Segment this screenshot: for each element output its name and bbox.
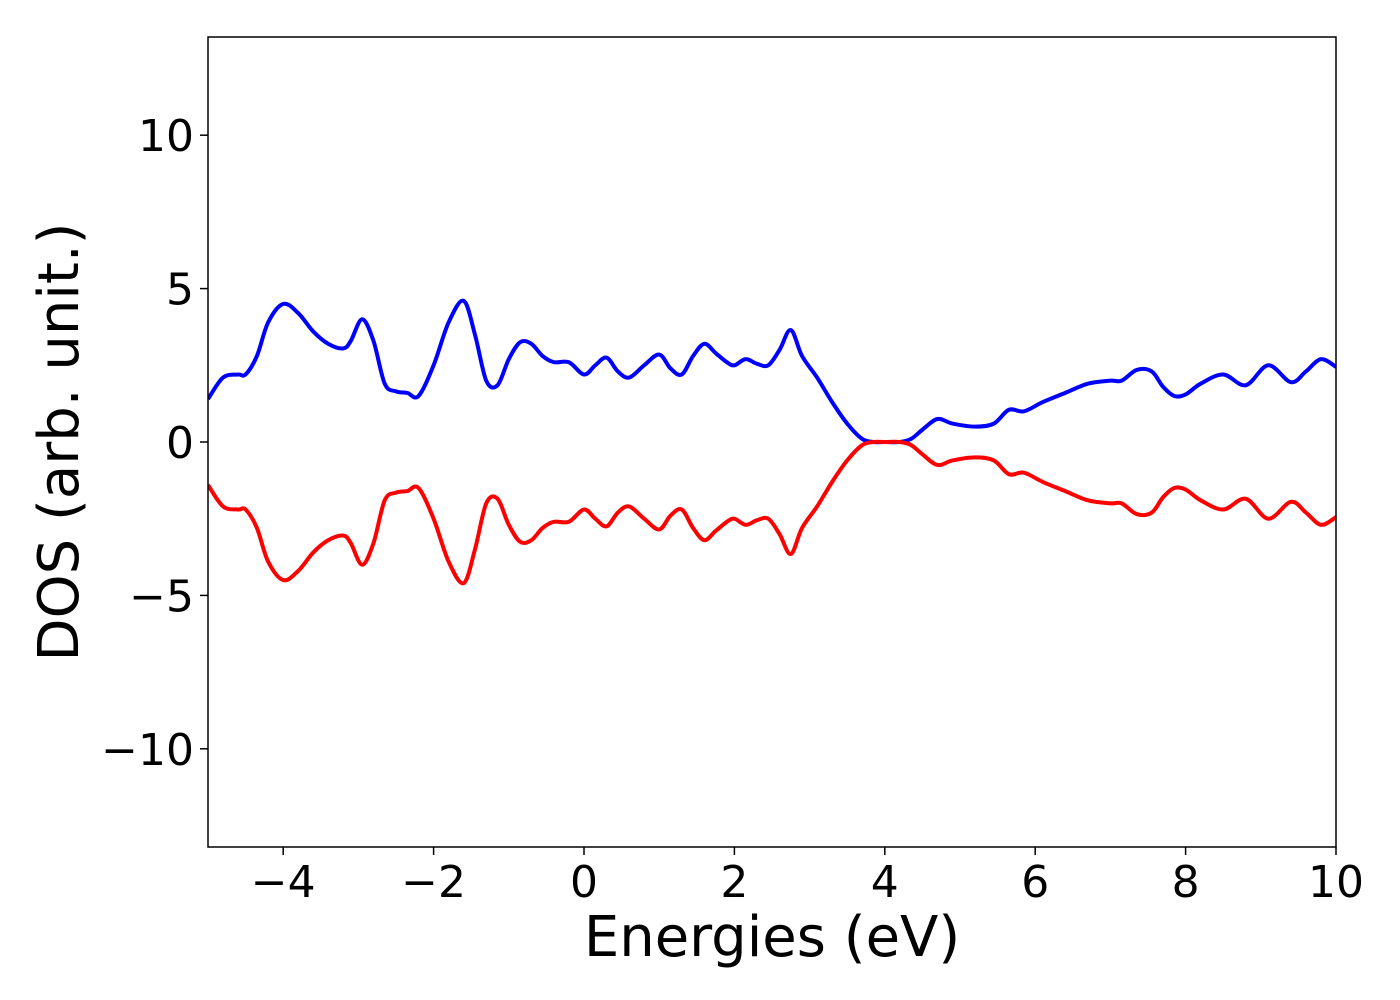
x-tick-label: 10 [1308,857,1364,908]
x-tick-label: −2 [401,857,466,908]
y-tick-label: 10 [138,111,194,162]
series-layer [208,298,1336,586]
x-tick-label: 6 [1021,857,1049,908]
y-tick-label: −10 [101,725,194,776]
x-tick-label: 4 [871,857,899,908]
x-tick-label: 8 [1172,857,1200,908]
x-tick-label: 0 [570,857,598,908]
x-axis-label: Energies (eV) [584,905,960,970]
x-axis-ticks: −4 −2 0 2 4 6 8 10 [251,847,1364,908]
y-axis-ticks: −10 −5 0 5 10 [101,111,208,776]
series-line-blue [208,298,1336,445]
y-axis-label: DOS (arb. unit.) [27,222,92,661]
plot-frame [207,36,1337,848]
y-tick-label: −5 [129,571,194,622]
y-tick-label: 0 [166,418,194,469]
x-tick-label: −4 [251,857,316,908]
x-tick-label: 2 [720,857,748,908]
y-tick-label: 5 [166,265,194,316]
series-line-red [208,439,1336,586]
